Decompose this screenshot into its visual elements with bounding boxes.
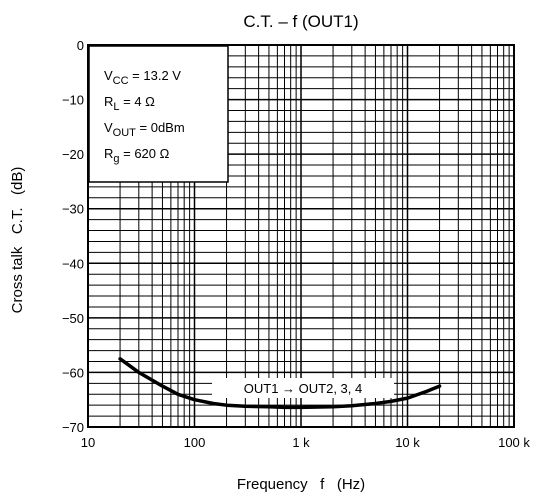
condition-text: RL = 4 Ω — [104, 94, 155, 113]
x-tick-label: 100 k — [498, 435, 530, 450]
y-tick-label: 0 — [77, 38, 84, 53]
x-tick-label: 10 k — [395, 435, 420, 450]
x-tick-labels: 10 100 1 k 10 k 100 k — [81, 435, 531, 450]
y-tick-label: −10 — [62, 93, 84, 108]
chart-title: C.T. – f (OUT1) — [243, 12, 358, 31]
condition-text: Rg = 620 Ω — [104, 146, 170, 165]
y-tick-label: −70 — [62, 420, 84, 435]
conditions-box-frame — [88, 45, 229, 183]
y-tick-label: −40 — [62, 256, 84, 271]
conditions-box: VCC = 13.2 V RL = 4 Ω VOUT = 0dBm Rg = 620 … — [88, 45, 229, 183]
x-axis-label: Frequency f (Hz) — [237, 476, 365, 493]
y-tick-label: −20 — [62, 147, 84, 162]
y-tick-labels: 0 −10 −20 −30 −40 −50 −60 −70 — [62, 38, 84, 435]
x-tick-label: 1 k — [292, 435, 310, 450]
y-tick-label: −30 — [62, 202, 84, 217]
x-tick-label: 100 — [184, 435, 206, 450]
y-axis-label: Cross talk C.T. (dB) — [9, 167, 26, 314]
condition-text: VCC = 13.2 V — [104, 68, 181, 87]
plot-frame — [87, 44, 515, 428]
series-label-bg — [212, 378, 394, 398]
y-tick-label: −60 — [62, 365, 84, 380]
series-label: OUT1 → OUT2, 3, 4 — [244, 381, 362, 396]
y-tick-label: −50 — [62, 311, 84, 326]
x-tick-label: 10 — [81, 435, 95, 450]
series-line-out1 — [118, 357, 442, 410]
condition-text: VOUT = 0dBm — [104, 120, 185, 139]
